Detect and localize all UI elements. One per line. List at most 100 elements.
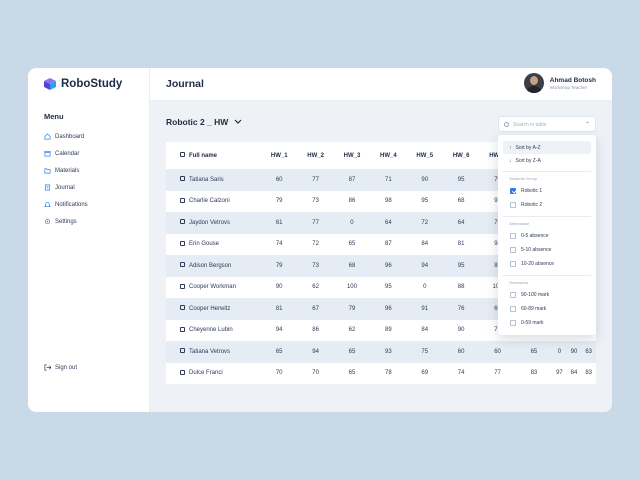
column-header[interactable]: HW_3 <box>333 142 371 169</box>
row-checkbox[interactable] <box>180 240 185 246</box>
user-profile[interactable]: Ahmad Botosh Workshop Teacher <box>523 73 596 93</box>
sort-z-a-option[interactable]: ↓ Sort by Z-A <box>503 154 591 167</box>
row-checkbox[interactable] <box>180 176 185 182</box>
filter-option-label: 60-89 mark <box>521 306 547 312</box>
gear-icon <box>44 218 51 225</box>
grade-cell: 78 <box>370 362 407 384</box>
filter-option[interactable]: 10-20 absence <box>503 257 591 271</box>
grade-cell: 77 <box>297 169 334 191</box>
select-all-checkbox[interactable] <box>180 152 185 157</box>
grade-cell: 83 <box>515 362 553 384</box>
grade-cell: 65 <box>261 341 298 363</box>
grade-cell: 70 <box>297 362 334 384</box>
search-input[interactable]: Search in table ⌃ <box>498 116 596 132</box>
grade-cell: 91 <box>406 298 443 320</box>
column-header[interactable]: HW_5 <box>406 142 443 169</box>
filter-option-label: Robotic 1 <box>521 188 543 194</box>
sidebar-item-calendar[interactable]: Calendar <box>44 145 88 162</box>
filter-checkbox[interactable] <box>510 188 516 194</box>
grade-cell: 65 <box>333 362 371 384</box>
sidebar-item-label: Journal <box>55 184 75 191</box>
grade-cell: 60 <box>479 341 516 363</box>
column-header[interactable]: HW_4 <box>370 142 407 169</box>
filter-option[interactable]: 60-89 mark <box>503 302 591 316</box>
grade-cell: 90 <box>261 276 298 298</box>
filter-option-label: 0-5 absence <box>521 233 549 239</box>
grade-cell: 62 <box>297 276 334 298</box>
filter-checkbox[interactable] <box>510 320 516 326</box>
student-name: Erin Gouse <box>185 233 261 255</box>
filter-checkbox[interactable] <box>510 261 516 267</box>
grade-cell: 72 <box>406 212 443 234</box>
grade-cell: 77 <box>297 212 334 234</box>
sidebar-item-label: Dashboard <box>55 133 85 140</box>
grade-cell: 0 <box>406 276 443 298</box>
filter-option[interactable]: 90-100 mark <box>503 288 591 302</box>
top-bar: Journal Ahmad Botosh Workshop Teacher <box>150 68 612 101</box>
divider <box>503 216 591 217</box>
avatar[interactable] <box>523 73 544 93</box>
grade-cell: 65 <box>333 341 371 363</box>
sidebar-item-journal[interactable]: Journal <box>44 179 88 196</box>
row-checkbox[interactable] <box>180 283 185 289</box>
grade-cell: 88 <box>442 276 480 298</box>
filter-checkbox[interactable] <box>510 292 516 298</box>
filter-checkbox[interactable] <box>510 233 516 239</box>
filter-checkbox[interactable] <box>510 306 516 312</box>
class-selector-label: Robotic 2 _ HW <box>166 117 229 127</box>
home-icon <box>44 133 51 140</box>
filter-option[interactable]: 0-59 mark <box>503 316 591 330</box>
sidebar-item-materials[interactable]: Materials <box>44 162 88 179</box>
column-header[interactable]: Full name <box>185 142 261 169</box>
sidebar-item-notifications[interactable]: Notifications <box>44 196 88 213</box>
student-name: Cheyenne Lubin <box>185 319 261 341</box>
row-checkbox-cell <box>166 233 185 255</box>
grade-cell: 84 <box>406 319 443 341</box>
student-name: Dulce Franci <box>185 362 261 384</box>
filter-option[interactable]: Robotic 1 <box>503 184 591 198</box>
grade-cell: 93 <box>370 341 407 363</box>
filter-checkbox[interactable] <box>510 247 516 253</box>
row-checkbox[interactable] <box>180 305 185 311</box>
sidebar: RoboStudy Menu Dashboard Calendar Material… <box>28 68 150 412</box>
logo[interactable]: RoboStudy <box>44 78 122 90</box>
row-checkbox-cell <box>166 169 185 191</box>
grade-cell: 89 <box>370 319 407 341</box>
menu-title: Menu <box>44 112 64 121</box>
row-checkbox[interactable] <box>180 326 185 332</box>
filter-option[interactable]: 0-5 absence <box>503 229 591 243</box>
student-name: Tatiana Vetrovs <box>185 341 261 363</box>
divider <box>503 171 591 172</box>
grade-cell: 90 <box>442 319 480 341</box>
table-row[interactable]: Tatiana Vetrovs 65 94 65 93 75 60 60 65 0 90 63 <box>166 341 596 363</box>
chevron-up-icon[interactable]: ⌃ <box>584 122 590 128</box>
search-icon <box>504 122 509 127</box>
grade-cell: 87 <box>370 233 407 255</box>
grade-cell: 0 <box>333 212 371 234</box>
class-selector[interactable]: Robotic 2 _ HW <box>166 117 242 127</box>
sort-a-z-option[interactable]: ↑ Sort by A-Z <box>503 141 591 154</box>
student-name: Adison Bergson <box>185 255 261 277</box>
filter-option-label: 5-10 absence <box>521 247 552 253</box>
row-checkbox[interactable] <box>180 262 185 268</box>
filter-option-label: 90-100 mark <box>521 292 550 298</box>
filter-checkbox[interactable] <box>510 202 516 208</box>
column-header[interactable]: HW_1 <box>261 142 298 169</box>
sign-out-button[interactable]: Sign out <box>44 364 77 371</box>
column-header[interactable]: HW_6 <box>442 142 480 169</box>
student-name: Cooper Herwitz <box>185 298 261 320</box>
column-header[interactable]: HW_2 <box>297 142 334 169</box>
row-checkbox[interactable] <box>180 197 185 203</box>
table-row[interactable]: Dulce Franci 70 70 65 78 69 74 77 83 97 84 83 <box>166 362 596 384</box>
filter-option[interactable]: Robotic 2 <box>503 198 591 212</box>
row-checkbox[interactable] <box>180 219 185 225</box>
folder-icon <box>44 168 51 174</box>
sidebar-item-settings[interactable]: Settings <box>44 213 88 230</box>
filter-dropdown: ↑ Sort by A-Z ↓ Sort by Z-A Students Group Ro… <box>498 135 596 335</box>
sort-option-label: Sort by A-Z <box>515 144 541 151</box>
row-checkbox[interactable] <box>180 369 185 375</box>
filter-group-title: Students Group <box>509 176 538 181</box>
row-checkbox[interactable] <box>180 348 185 354</box>
filter-option[interactable]: 5-10 absence <box>503 243 591 257</box>
sidebar-item-dashboard[interactable]: Dashboard <box>44 128 88 145</box>
